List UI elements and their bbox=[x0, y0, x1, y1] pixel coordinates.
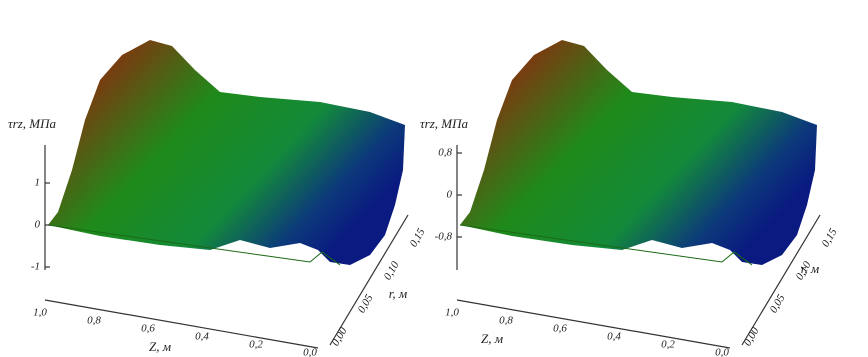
x-tick-label: 0,0 bbox=[303, 347, 317, 357]
x-tick-label: 0,4 bbox=[195, 331, 209, 343]
x-tick-label: 0,8 bbox=[499, 315, 513, 327]
x-tick-label: 0,4 bbox=[607, 331, 621, 343]
x-label: Z, м bbox=[481, 331, 503, 346]
y-tick-label: 0,00 bbox=[330, 325, 350, 348]
x-tick-label: 0,6 bbox=[141, 323, 155, 335]
x-tick-label: 0,2 bbox=[661, 339, 675, 351]
y-tick-label: 0,00 bbox=[742, 325, 762, 348]
z-tick-label: 0 bbox=[447, 189, 453, 201]
z-tick-label: 0 bbox=[35, 219, 41, 231]
y-tick-label: 0,15 bbox=[820, 226, 840, 249]
y-axis bbox=[741, 214, 821, 346]
y-label: r, м bbox=[801, 261, 819, 276]
z-tick-label: -0,8 bbox=[435, 231, 453, 243]
y-tick-label: 0,10 bbox=[382, 259, 402, 282]
y-tick-label: 0,05 bbox=[356, 292, 376, 315]
x-tick-label: 0,8 bbox=[87, 315, 101, 327]
x-tick-label: 0,2 bbox=[249, 339, 263, 351]
z-label: τrz, МПа bbox=[420, 116, 468, 131]
x-axis bbox=[44, 299, 319, 349]
z-tick-label: -1 bbox=[31, 261, 40, 273]
x-tick-label: 1,0 bbox=[445, 307, 459, 319]
x-axis bbox=[456, 299, 731, 349]
y-axis bbox=[329, 214, 409, 346]
x-tick-label: 0,0 bbox=[715, 347, 729, 357]
surface-edge bbox=[459, 224, 753, 266]
surface bbox=[460, 40, 817, 265]
x-label: Z, м bbox=[149, 339, 171, 354]
z-label: τrz, МПа bbox=[8, 116, 56, 131]
x-tick-label: 1,0 bbox=[33, 307, 47, 319]
z-tick-label: 0,8 bbox=[438, 147, 452, 159]
surface bbox=[48, 40, 405, 265]
y-tick-label: 0,15 bbox=[408, 226, 428, 249]
x-tick-label: 0,6 bbox=[553, 323, 567, 335]
y-tick-label: 0,05 bbox=[768, 292, 788, 315]
z-tick-label: 1 bbox=[35, 177, 41, 189]
y-label: r, м bbox=[389, 286, 407, 301]
surface-edge bbox=[47, 224, 341, 266]
